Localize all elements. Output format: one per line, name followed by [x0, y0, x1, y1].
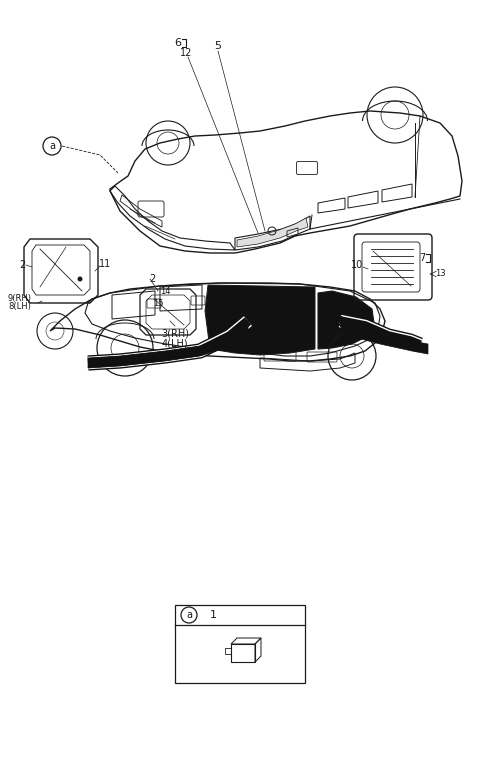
Text: 6: 6 — [175, 38, 181, 48]
Polygon shape — [237, 218, 308, 247]
Text: 9(RH): 9(RH) — [8, 294, 32, 302]
Circle shape — [43, 137, 61, 155]
Text: 12: 12 — [180, 48, 192, 58]
Text: 14: 14 — [160, 287, 170, 295]
Circle shape — [181, 607, 197, 623]
Text: 5: 5 — [215, 41, 221, 51]
Text: 15: 15 — [153, 299, 163, 308]
Text: a: a — [49, 141, 55, 151]
Text: 13: 13 — [435, 270, 445, 278]
Text: 3(RH): 3(RH) — [161, 328, 189, 338]
Text: a: a — [186, 610, 192, 620]
Text: 4(LH): 4(LH) — [162, 338, 188, 348]
Polygon shape — [318, 291, 374, 349]
Text: 7: 7 — [419, 253, 425, 263]
Text: 11: 11 — [99, 259, 111, 269]
Text: 2: 2 — [149, 274, 155, 284]
Text: 1: 1 — [209, 610, 216, 620]
Text: 8(LH): 8(LH) — [8, 302, 31, 311]
Polygon shape — [340, 315, 428, 354]
Polygon shape — [88, 315, 248, 368]
Polygon shape — [205, 285, 315, 355]
Text: 2: 2 — [19, 260, 25, 270]
Circle shape — [77, 277, 83, 281]
Text: 10: 10 — [351, 260, 363, 270]
